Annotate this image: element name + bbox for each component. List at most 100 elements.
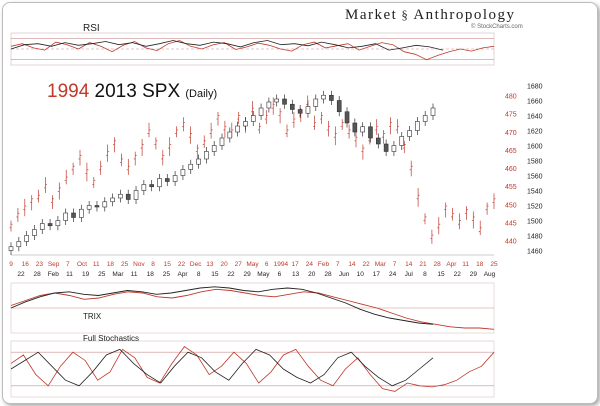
candle-body-2013 xyxy=(32,229,37,236)
x-tick-2013: 29 xyxy=(244,271,252,278)
x-tick-2013: 22 xyxy=(17,271,25,278)
x-tick-2013: 25 xyxy=(163,271,171,278)
y-tick-2013: 1480 xyxy=(527,234,543,241)
x-tick-2013: 28 xyxy=(34,271,42,278)
x-tick-1994: 18 xyxy=(476,261,484,268)
brand-source: © StockCharts.com xyxy=(471,24,523,30)
candle-body-2013 xyxy=(329,94,334,101)
x-tick-2013: May xyxy=(257,271,270,278)
x-tick-2013: 22 xyxy=(454,271,462,278)
x-tick-1994: 7 xyxy=(393,261,397,268)
candle-body-2013 xyxy=(336,100,342,113)
x-tick-2013: 15 xyxy=(437,271,445,278)
candle-body-2013 xyxy=(172,175,178,182)
x-tick-1994: 22 xyxy=(363,261,371,268)
y-tick-1994: 460 xyxy=(505,166,517,173)
candle-body-2013 xyxy=(204,151,209,160)
candle-body-2013 xyxy=(407,130,412,137)
stoch-title: Full Stochastics xyxy=(83,334,139,343)
chart-svg: RSI 1994 2013 SPX (Daily) 480 475 470 465 460 4… xyxy=(8,23,543,398)
candle-body-2013 xyxy=(313,98,319,107)
x-tick-1994: 25 xyxy=(121,261,129,268)
candle-body-2013 xyxy=(250,115,256,122)
x-tick-1994: Apr xyxy=(446,261,457,268)
candle-body-2013 xyxy=(344,111,350,124)
x-tick-2013: 6 xyxy=(278,271,282,278)
y-tick-1994: 450 xyxy=(505,202,517,209)
y-tick-2013: 1680 xyxy=(527,84,543,91)
y-tick-1994: 440 xyxy=(505,239,517,246)
x-tick-1994: 20 xyxy=(220,261,228,268)
x-tick-2013: Feb xyxy=(48,271,60,278)
x-tick-2013: 19 xyxy=(82,271,90,278)
x-tick-1994: Oct xyxy=(77,261,87,268)
candle-body-2013 xyxy=(290,103,295,110)
y-tick-1994: 470 xyxy=(505,130,517,137)
candle-body-2013 xyxy=(164,178,170,182)
x-tick-1994: 15 xyxy=(164,261,172,268)
x-tick-1994: 24 xyxy=(306,261,314,268)
x-tick-1994: 27 xyxy=(235,261,243,268)
x-tick-2013: 11 xyxy=(66,271,73,278)
candle-body-2013 xyxy=(243,121,248,127)
x-tick-2013: Apr xyxy=(177,271,188,278)
x-tick-2013: 11 xyxy=(131,271,138,278)
x-tick-2013: 18 xyxy=(147,271,155,278)
y-tick-2013: 1580 xyxy=(527,159,543,166)
main-title: 1994 2013 SPX (Daily) xyxy=(47,81,217,102)
candle-body-2013 xyxy=(63,212,69,221)
x-tick-1994: 7 xyxy=(336,261,340,268)
x-tick-2013: 8 xyxy=(197,271,201,278)
x-tick-1994: 7 xyxy=(66,261,70,268)
x-tick-1994: 23 xyxy=(36,261,44,268)
x-tick-1994: 13 xyxy=(206,261,214,268)
candle-body-2013 xyxy=(391,145,397,152)
trix-line-1994 xyxy=(10,288,495,330)
candle-body-2013 xyxy=(24,235,29,242)
x-tick-1994: 1994 xyxy=(274,261,289,268)
x-tick-1994: 25 xyxy=(490,261,498,268)
x-tick-2013: 22 xyxy=(227,271,235,278)
x-tick-1994: 21 xyxy=(419,261,427,268)
candle-body-2013 xyxy=(399,136,405,146)
y-tick-2013: 1500 xyxy=(527,219,543,226)
y-tick-1994: 475 xyxy=(505,112,517,119)
candle-body-2013 xyxy=(125,193,131,200)
candle-body-2013 xyxy=(258,107,264,116)
candle-body-2013 xyxy=(118,193,123,199)
x-tick-1994: 9 xyxy=(9,261,13,268)
rsi-line-2013 xyxy=(10,40,444,51)
candle-body-2013 xyxy=(430,107,436,116)
x-tick-1994: 28 xyxy=(434,261,442,268)
x-tick-2013: 24 xyxy=(389,271,397,278)
candle-body-2013 xyxy=(71,212,76,218)
candle-body-2013 xyxy=(196,158,201,165)
x-tick-2013: 29 xyxy=(470,271,478,278)
candle-body-2013 xyxy=(157,178,162,188)
candle-body-2013 xyxy=(321,94,326,100)
x-tick-1994: 14 xyxy=(348,261,356,268)
stoch-line-1994 xyxy=(10,346,495,392)
y-tick-1994: 480 xyxy=(505,94,517,101)
rsi-title: RSI xyxy=(83,23,100,34)
candle-body-2013 xyxy=(219,137,225,146)
x-tick-1994: Feb xyxy=(318,261,330,268)
candle-body-2013 xyxy=(94,205,100,208)
candle-body-2013 xyxy=(305,106,311,114)
candle-body-2013 xyxy=(375,137,381,145)
candle-body-2013 xyxy=(266,101,272,109)
x-tick-1994: 6 xyxy=(265,261,269,268)
brand-logo: Market § Anthropology xyxy=(345,7,516,24)
x-tick-2013: 25 xyxy=(98,271,106,278)
brand-left: Market xyxy=(345,7,398,23)
y-tick-2013: 1540 xyxy=(527,189,543,196)
x-tick-2013: Aug xyxy=(484,271,496,278)
x-tick-1994: 18 xyxy=(107,261,115,268)
candle-body-2013 xyxy=(8,246,14,251)
title-spx-2013: 2013 SPX xyxy=(95,81,186,102)
x-tick-2013: 28 xyxy=(324,271,332,278)
y-tick-1994: 465 xyxy=(505,148,517,155)
candle-body-2013 xyxy=(39,223,45,230)
x-tick-2013: 20 xyxy=(308,271,316,278)
